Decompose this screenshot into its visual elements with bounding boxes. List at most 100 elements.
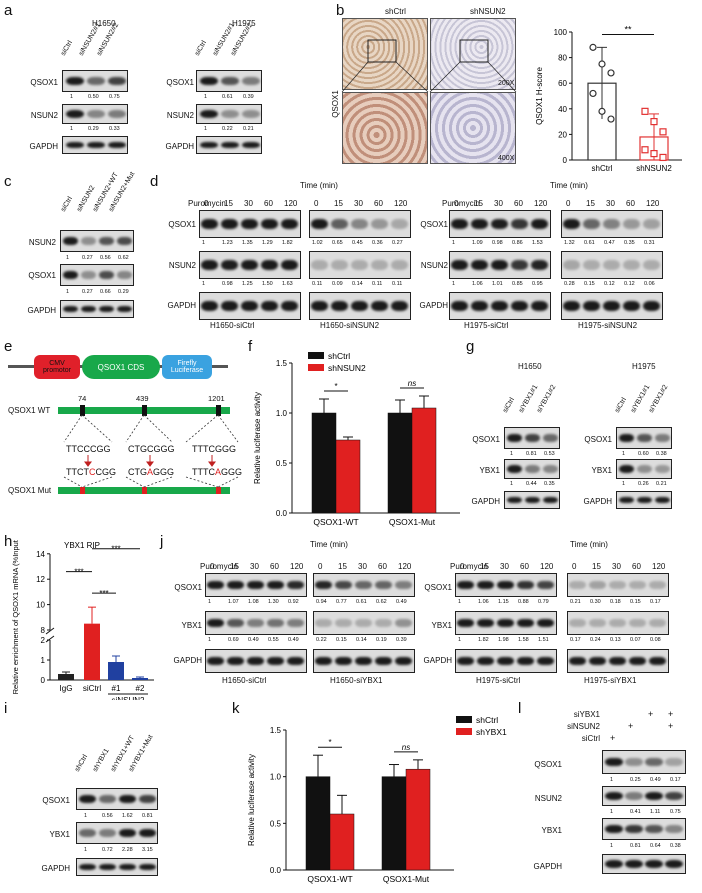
g-q2: 0.81	[526, 451, 537, 457]
d-blot-2-1	[449, 251, 551, 279]
d-row-gapdh-r: GAPDH	[419, 301, 448, 310]
g-h1975-qsox1-blot	[616, 427, 672, 449]
d-band-3-0-4	[643, 218, 660, 230]
j-band-0-1-1	[227, 618, 244, 628]
i-row-qsox1: QSOX1	[42, 796, 70, 805]
chart-k-ytick-label: 0.5	[270, 819, 282, 828]
panel-label-b: b	[336, 2, 345, 19]
a-q2: 0.50	[88, 94, 99, 100]
j-quant-1-0-1: 0.77	[336, 599, 347, 605]
j-time-1-0: 0	[318, 562, 323, 571]
j-band-1-0-0	[315, 580, 332, 590]
j-row-gapdh-r: GAPDH	[423, 656, 452, 665]
chart-k-xtick-label: QSOX1-Mut	[383, 874, 430, 884]
h-ylabel: Relative enrichment of QSOX1 mRNA (%Inpu…	[11, 540, 20, 694]
j-band-0-2-4	[287, 656, 304, 666]
d-quant-0-0-3: 1.29	[262, 240, 273, 246]
d-blot-1-2	[309, 292, 411, 320]
a-q3: 0.75	[109, 94, 120, 100]
i-qsox1-blot	[76, 788, 158, 810]
j-time-0-3: 60	[270, 562, 279, 571]
d-band-2-1-3	[511, 259, 528, 271]
i-ybx1-blot	[76, 822, 158, 844]
chart-f-ytick-label: 0.0	[276, 509, 288, 518]
l-row-gapdh: GAPDH	[533, 862, 562, 871]
d-caption-3: H1975-siCtrl	[464, 321, 509, 330]
j-band-1-1-0	[315, 618, 332, 628]
j-band-0-1-4	[287, 618, 304, 628]
panel-label-g: g	[466, 338, 475, 355]
d-blot-2-2	[449, 292, 551, 320]
d-band-2-1-4	[531, 259, 548, 271]
a-row-qsox1-b: QSOX1	[166, 78, 194, 87]
chart-k-legend-label: shYBX1	[476, 727, 507, 737]
i-row-ybx1: YBX1	[49, 830, 70, 839]
chart-k: 0.0 0.5 1.0 1.5 Relative luciferase activity…	[247, 715, 507, 884]
chart-k-bar	[381, 776, 407, 871]
j-band-3-0-4	[649, 580, 666, 590]
d-band-3-2-4	[643, 300, 660, 312]
g-y3: 0.35	[544, 481, 555, 487]
panel-label-e: e	[4, 338, 13, 355]
d-quant-1-0-4: 0.27	[392, 240, 403, 246]
d-caption-2: H1650-siNSUN2	[320, 321, 380, 330]
g-y1: 1	[510, 481, 514, 487]
j-time-3-4: 120	[652, 562, 666, 571]
d-band-3-2-1	[583, 300, 600, 312]
j-band-2-0-0	[457, 580, 474, 590]
d-quant-3-1-1: 0.15	[584, 281, 595, 287]
d-time-1-0: 0	[314, 199, 319, 208]
d-quant-2-0-0: 1	[452, 240, 456, 246]
a-h1975-qsox1-blot	[196, 70, 262, 92]
d-band-2-2-1	[471, 300, 488, 312]
panel-j: Time (min) Time (min) Puromycin Puromyci…	[160, 535, 702, 697]
e-dashed-lines	[63, 414, 239, 488]
a-q1: 1	[70, 94, 74, 100]
h-group-label: siNSUN2	[112, 696, 145, 700]
d-quant-2-0-1: 1.09	[472, 240, 483, 246]
chart-k-ytick-label: 0.0	[270, 866, 282, 875]
chart-b: 0 20 40 60 80 100 QSOX1 H-score shCtrl shNSUN2 **	[535, 25, 682, 173]
g-y2: 0.44	[526, 481, 537, 487]
j-band-0-1-2	[247, 618, 264, 628]
b-point	[659, 128, 667, 136]
e-site-439	[142, 405, 147, 416]
i-q2: 0.56	[102, 813, 113, 819]
b-mag-200x: 200X	[498, 80, 515, 87]
b-ytick-label: 100	[554, 28, 568, 37]
j-quant-2-1-0: 1	[458, 637, 462, 643]
j-blot-0-2	[205, 649, 307, 673]
l-row-ybx1: YBX1	[541, 826, 562, 835]
b-point	[589, 89, 597, 98]
j-band-0-0-1	[227, 580, 244, 590]
d-quant-3-1-4: 0.06	[644, 281, 655, 287]
d-band-0-2-1	[221, 300, 238, 312]
a-h1975-gapdh-blot	[196, 136, 262, 154]
j-quant-2-0-0: 1	[458, 599, 462, 605]
j-row-qsox1-l: QSOX1	[174, 583, 202, 592]
j-puro-right: Puromycin	[450, 562, 488, 571]
d-quant-0-1-0: 1	[202, 281, 206, 287]
d-row-nsun2-l: NSUN2	[168, 261, 196, 270]
a-row-nsun2: NSUN2	[30, 111, 58, 120]
j-band-2-1-2	[497, 618, 514, 628]
j-band-1-2-0	[315, 656, 332, 666]
d-time-3-0: 0	[566, 199, 571, 208]
j-time-3-1: 15	[592, 562, 601, 571]
j-quant-1-0-3: 0.62	[376, 599, 387, 605]
e-mut-seq-2: CTGAGGG	[128, 467, 175, 477]
chart-f-bar	[411, 407, 437, 514]
d-time-label-right: Time (min)	[550, 181, 588, 190]
l-plus-3: +	[628, 721, 634, 731]
j-band-0-0-2	[247, 580, 264, 590]
j-quant-3-0-0: 0.21	[570, 599, 581, 605]
h-bar	[84, 623, 100, 680]
j-blot-1-0	[313, 573, 415, 597]
b-point	[659, 153, 667, 162]
j-row-qsox1-r: QSOX1	[424, 583, 452, 592]
l-q3: 0.49	[650, 777, 661, 783]
j-quant-2-0-1: 1.06	[478, 599, 489, 605]
d-quant-0-1-3: 1.50	[262, 281, 273, 287]
j-quant-3-1-0: 0.17	[570, 637, 581, 643]
c-n1: 1	[66, 255, 70, 261]
